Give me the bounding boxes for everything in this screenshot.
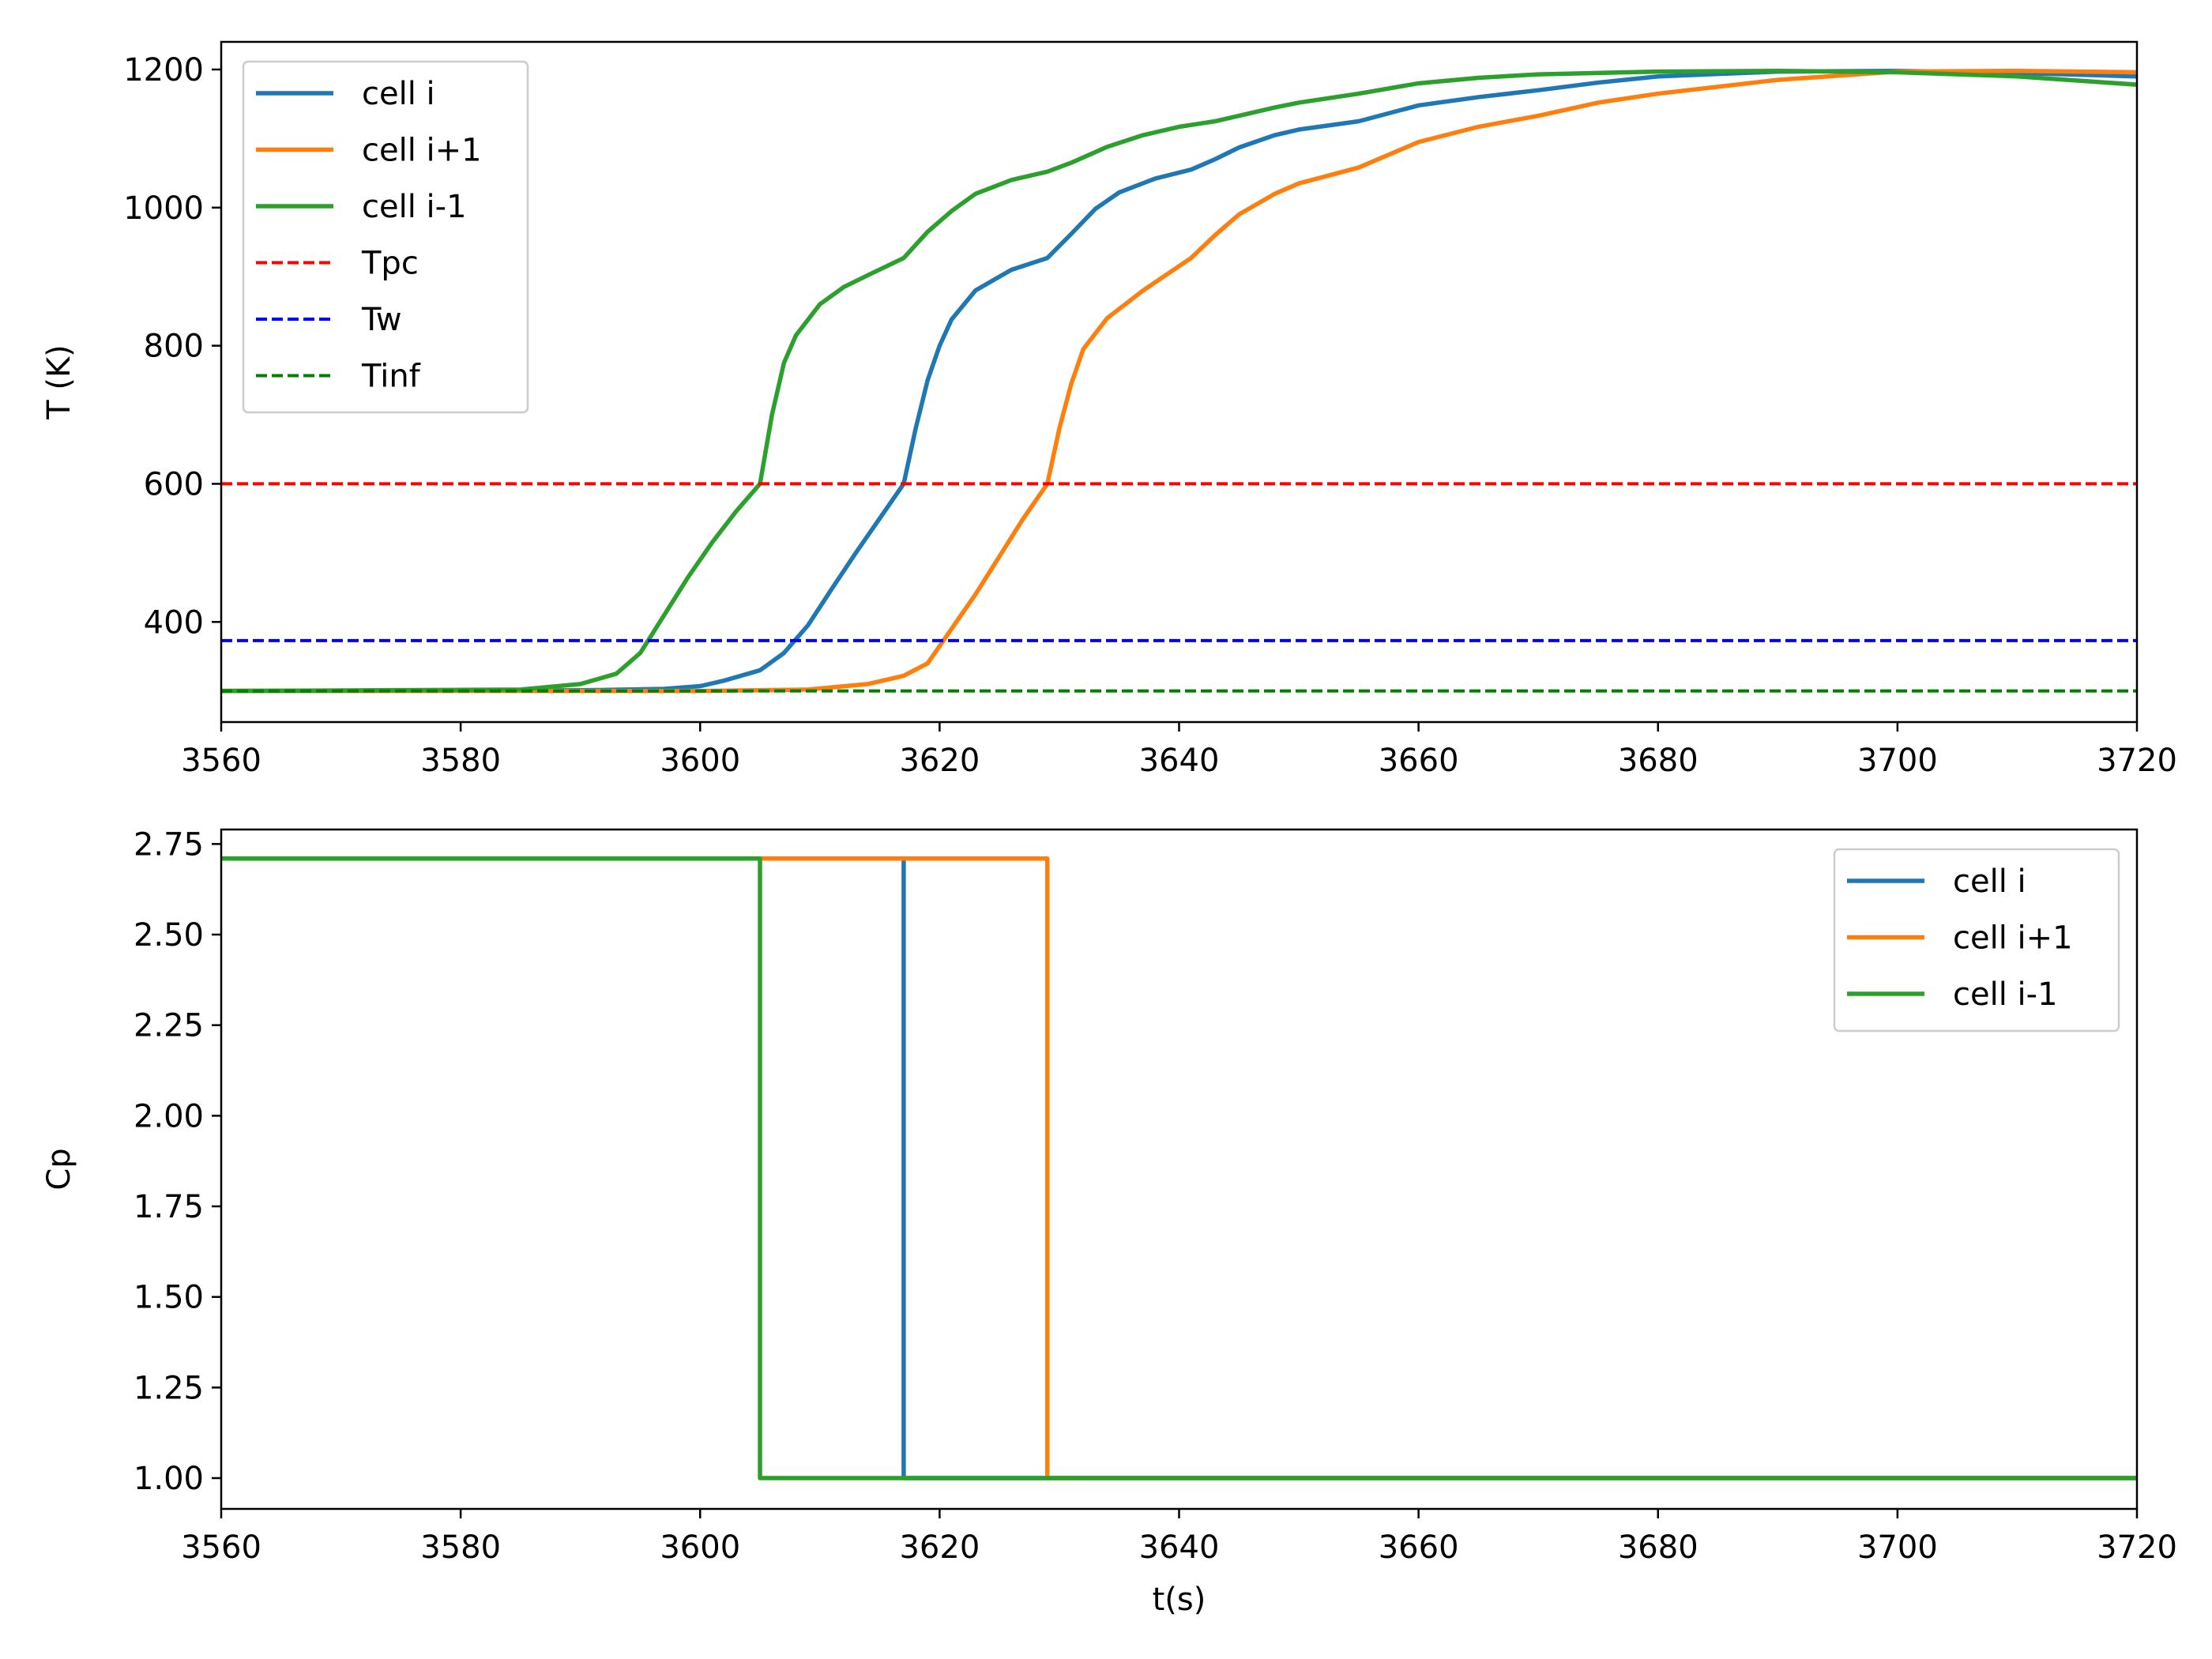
x-tick-label: 3680 (1618, 1529, 1698, 1566)
temperature-plot: 3560 3580 3600 3620 3640 3660 3680 3700 3720 400 6… (41, 40, 2177, 779)
series-line-cell-i (221, 68, 2137, 694)
x-tick-label: 3660 (1379, 1529, 1459, 1566)
x-tick-label: 3600 (660, 743, 740, 779)
legend: cell i cell i+1 cell i-1 Tpc Tw Tinf (242, 60, 529, 414)
y-tick-label: 400 (144, 604, 204, 641)
x-tick-label: 3680 (1618, 743, 1698, 779)
y-tick-label: 2.50 (134, 917, 204, 954)
x-tick-label: 3560 (181, 743, 261, 779)
x-tick-label: 3580 (420, 1529, 501, 1566)
x-tick-label: 3720 (2097, 1529, 2177, 1566)
x-tick-label: 3620 (899, 1529, 980, 1566)
legend-entry-label: Tw (361, 302, 402, 338)
y-tick-label: 1200 (123, 52, 204, 88)
legend-entry-label: Tpc (361, 246, 419, 282)
legend-box (1833, 848, 2120, 1033)
y-tick-label: 2.25 (134, 1008, 204, 1044)
y-tick-label: 2.75 (134, 826, 204, 863)
x-tick-label: 3560 (181, 1529, 261, 1566)
cp-plot: 3560 3580 3600 3620 3640 3660 3680 3700 3720 1.00… (41, 826, 2177, 1618)
x-axis-label: t(s) (1153, 1582, 1206, 1618)
legend-entry-label: Tinf (361, 359, 421, 395)
y-tick-label: 1.50 (134, 1280, 204, 1316)
legend-entry-label: cell i-1 (1953, 976, 2058, 1013)
x-tick-label: 3600 (660, 1529, 740, 1566)
series-group (221, 856, 2137, 1480)
y-tick-label: 1.00 (134, 1461, 204, 1497)
x-tick-label: 3660 (1379, 743, 1459, 779)
y-tick-label: 600 (144, 466, 204, 502)
legend-entry-label: cell i (362, 76, 435, 112)
y-tick-label: 800 (144, 329, 204, 365)
y-axis-label: Cp (41, 1148, 77, 1190)
series-line-cell-i-1 (221, 68, 2137, 694)
legend-entry-label: cell i-1 (362, 189, 467, 225)
series-line-cell-i-1 (221, 856, 2137, 1480)
legend: cell i cell i+1 cell i-1 (1833, 848, 2120, 1033)
legend-entry-label: cell i+1 (1953, 920, 2073, 957)
x-tick-label: 3700 (1857, 1529, 1938, 1566)
x-tick-label: 3720 (2097, 743, 2177, 779)
x-tick-label: 3640 (1139, 1529, 1220, 1566)
y-axis-label: T (K) (41, 344, 77, 420)
x-tick-label: 3580 (420, 743, 501, 779)
series-group (221, 68, 2137, 694)
series-line-cell-i-1 (221, 68, 2137, 694)
legend-entry-label: cell i+1 (362, 133, 482, 169)
x-tick-label: 3700 (1857, 743, 1938, 779)
y-tick-label: 1.25 (134, 1370, 204, 1406)
y-tick-label: 1.75 (134, 1189, 204, 1225)
legend-entry-label: cell i (1953, 863, 2026, 900)
x-tick-label: 3640 (1139, 743, 1220, 779)
y-tick-label: 1000 (123, 190, 204, 227)
y-tick-label: 2.00 (134, 1098, 204, 1134)
x-tick-label: 3620 (899, 743, 980, 779)
